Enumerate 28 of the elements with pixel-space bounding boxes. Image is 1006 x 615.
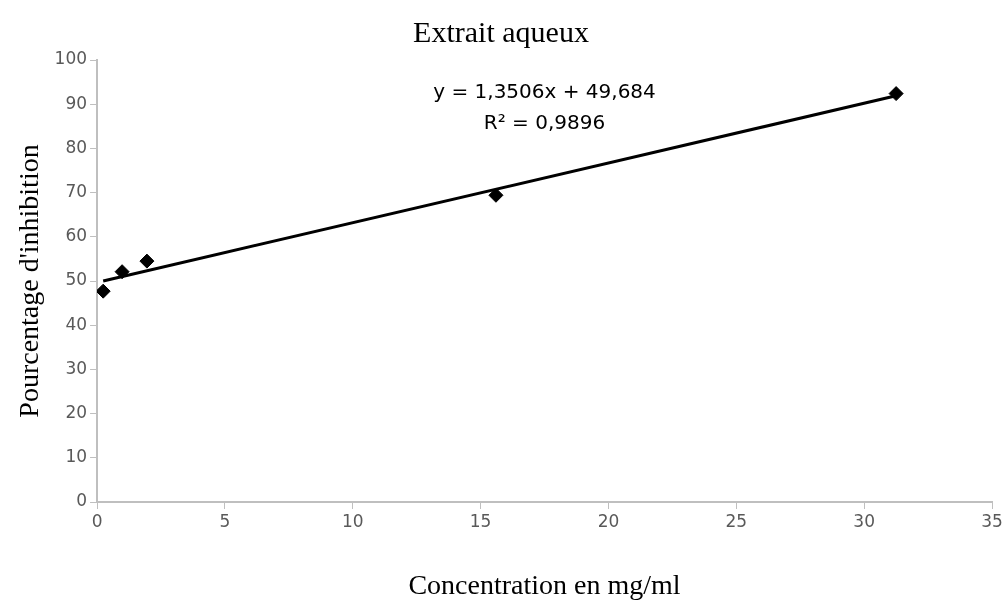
y-tick-label: 30 — [65, 357, 88, 378]
y-tick-label: 80 — [65, 136, 88, 157]
x-tick-label: 30 — [853, 510, 875, 531]
x-tick-label: 20 — [597, 510, 620, 531]
y-tick-label: 40 — [65, 313, 88, 334]
point — [97, 283, 111, 299]
x-axis-title: Concentration en mg/ml — [408, 568, 681, 600]
annotation: y = 1,3506x + 49,684 — [433, 79, 656, 104]
x-tick-label: 25 — [725, 510, 748, 531]
point — [888, 86, 904, 102]
y-tick-label: 10 — [65, 446, 88, 467]
y-tick-label: 50 — [65, 269, 88, 290]
y-tick-label: 100 — [54, 48, 88, 69]
y-tick-label: 70 — [65, 181, 88, 202]
x-tick-label: 0 — [91, 510, 103, 531]
x-tick-label: 10 — [341, 510, 364, 531]
y-tick-label: 90 — [65, 92, 88, 113]
x-tick-label: 15 — [469, 510, 492, 531]
y-axis-title: Pourcentage d'inhibition — [13, 144, 45, 418]
chart-title: Extrait aqueux — [413, 14, 589, 48]
x-tick-label: 35 — [981, 510, 1003, 531]
y-tick-label: 20 — [65, 402, 88, 423]
point — [139, 253, 155, 269]
y-tick-label: 60 — [65, 225, 88, 246]
annotation: R² = 0,9896 — [483, 110, 606, 135]
y-tick-label: 0 — [76, 490, 88, 511]
x-tick-label: 5 — [219, 510, 231, 531]
point — [114, 264, 130, 280]
